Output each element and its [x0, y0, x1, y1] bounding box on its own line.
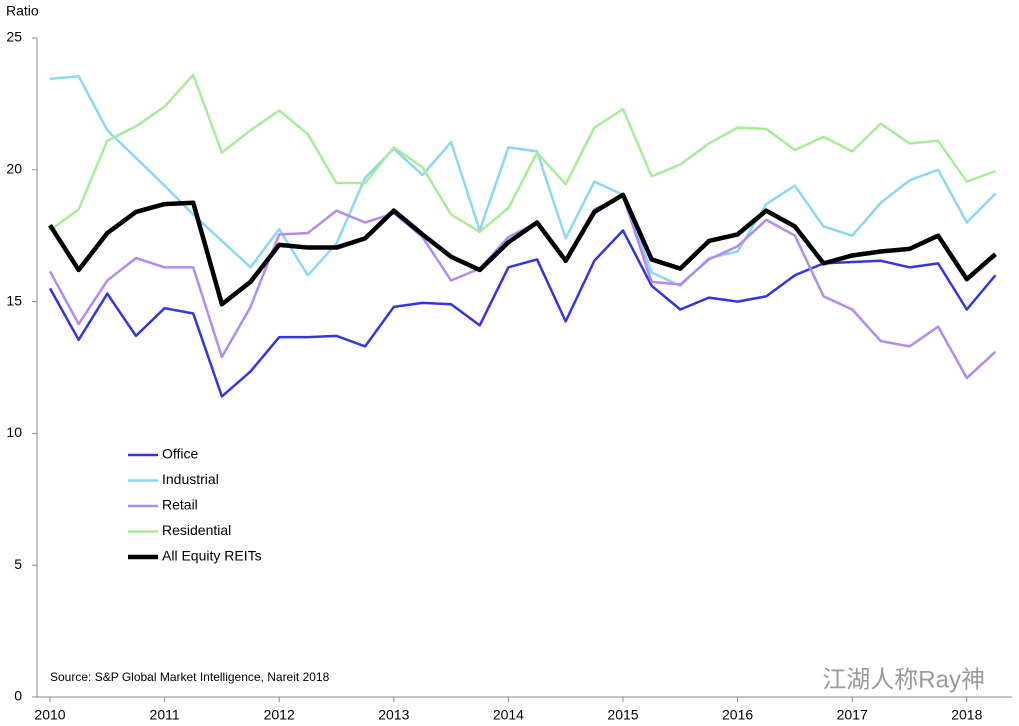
y-tick-label: 15	[6, 292, 22, 308]
watermark: 江湖人称Ray神	[822, 666, 985, 693]
x-tick-label: 2014	[493, 707, 524, 723]
y-tick-label: 5	[14, 556, 22, 572]
legend-label: All Equity REITs	[162, 548, 262, 564]
legend-label: Office	[162, 446, 199, 462]
x-tick-label: 2012	[264, 707, 295, 723]
series-line	[49, 73, 996, 233]
x-tick-label: 2013	[378, 707, 409, 723]
series-line	[49, 74, 997, 288]
x-tick-label: 2010	[34, 707, 65, 723]
x-tick-label: 2015	[607, 707, 638, 723]
y-tick-label: 20	[6, 161, 22, 177]
y-tick-label: 10	[6, 424, 22, 440]
y-tick-label: 25	[6, 29, 22, 45]
legend-label: Residential	[162, 522, 231, 538]
series-line	[48, 192, 997, 307]
series-line	[48, 194, 997, 380]
x-tick-label: 2017	[837, 707, 868, 723]
y-axis-label: Ratio	[6, 3, 39, 19]
x-tick-label: 2018	[951, 707, 982, 723]
source-note: Source: S&P Global Market Intelligence, …	[50, 670, 330, 684]
legend-label: Retail	[162, 497, 198, 513]
y-tick-label: 0	[14, 688, 22, 704]
series-line	[48, 229, 997, 398]
x-tick-label: 2011	[150, 707, 180, 723]
legend-label: Industrial	[162, 471, 219, 487]
x-tick-label: 2016	[722, 707, 753, 723]
